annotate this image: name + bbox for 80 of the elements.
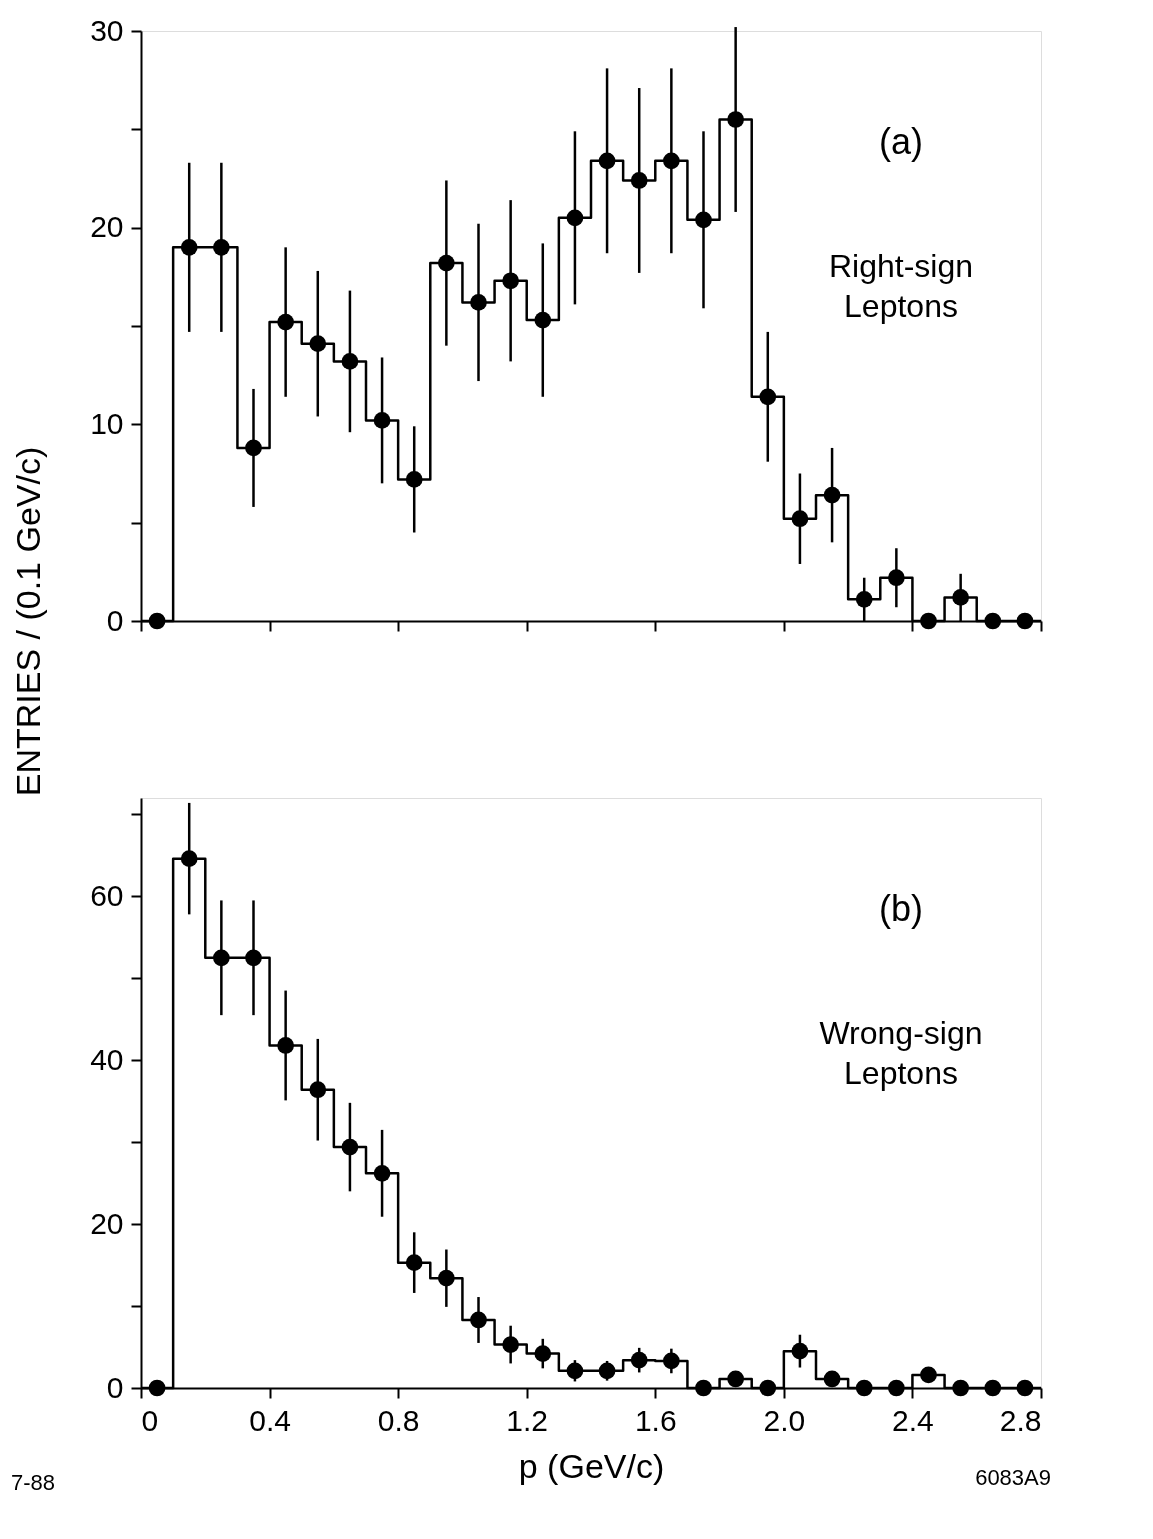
point (662, 1352, 680, 1370)
point (952, 1379, 970, 1397)
point (437, 1269, 455, 1287)
annotation: Wrong-sign Leptons (819, 1015, 983, 1091)
point (759, 388, 777, 406)
point (984, 612, 1002, 630)
y-tick-label: 10 (90, 406, 124, 440)
point (245, 439, 262, 457)
point (727, 111, 745, 128)
point (791, 510, 809, 528)
point (148, 612, 166, 630)
y-tick-label: 20 (90, 1206, 124, 1240)
text: 7-88 (11, 1470, 56, 1495)
point (502, 272, 520, 290)
point (470, 1311, 487, 1329)
point (405, 1254, 423, 1271)
point (598, 1362, 616, 1380)
point (791, 1342, 809, 1360)
point (823, 1370, 841, 1388)
point (662, 152, 680, 170)
point (920, 612, 937, 630)
point (212, 949, 230, 967)
point (598, 152, 616, 170)
annotation: Right-sign Leptons (828, 248, 974, 324)
annotation: (a) (879, 121, 923, 163)
point (373, 1164, 391, 1182)
point (470, 294, 487, 311)
x-tick-label: 1.2 (506, 1403, 549, 1437)
point (566, 209, 584, 227)
point (534, 311, 552, 329)
point (727, 1370, 745, 1388)
point (630, 1351, 648, 1369)
y-tick-label: 60 (90, 878, 124, 912)
x-tick-label: 1.6 (634, 1403, 677, 1437)
x-axis-title: p (GeV/c) (518, 1446, 665, 1485)
point (984, 1379, 1002, 1397)
point (759, 1379, 777, 1397)
point (1016, 612, 1034, 630)
point (180, 850, 198, 867)
x-tick-label: 0.4 (249, 1403, 291, 1437)
annotation: (b) (879, 888, 923, 930)
point (695, 211, 712, 229)
y-tick-label: 0 (106, 603, 124, 637)
point (405, 471, 423, 488)
point (502, 1336, 520, 1353)
point (277, 313, 295, 331)
point (630, 172, 648, 189)
point (887, 1379, 905, 1397)
point (920, 1366, 937, 1384)
y-axis-title: ENTRIES / (0.1 GeV/c) (8, 446, 47, 797)
point (373, 412, 391, 429)
x-tick-label: 0.8 (377, 1403, 420, 1437)
point (887, 569, 905, 587)
point (309, 335, 327, 353)
point (309, 1081, 327, 1099)
point (695, 1379, 712, 1397)
point (1016, 1379, 1034, 1397)
x-tick-label: 0 (141, 1403, 159, 1437)
point (180, 238, 198, 256)
text: 6083A9 (975, 1465, 1051, 1490)
point (566, 1362, 584, 1380)
point (277, 1037, 295, 1054)
point (212, 238, 230, 256)
point (245, 949, 262, 967)
point (437, 254, 455, 272)
y-tick-label: 0 (106, 1370, 124, 1404)
point (148, 1379, 166, 1397)
point (341, 353, 359, 370)
point (823, 486, 841, 504)
point (534, 1345, 552, 1362)
x-tick-label: 2.0 (763, 1403, 806, 1437)
point (855, 591, 873, 608)
x-tick-label: 2.4 (892, 1403, 934, 1437)
x-tick-label: 2.8 (999, 1403, 1042, 1437)
y-tick-label: 20 (90, 210, 124, 244)
point (341, 1138, 359, 1156)
y-tick-label: 40 (90, 1042, 124, 1076)
y-tick-label: 30 (90, 13, 124, 47)
point (855, 1379, 873, 1397)
point (952, 589, 970, 606)
